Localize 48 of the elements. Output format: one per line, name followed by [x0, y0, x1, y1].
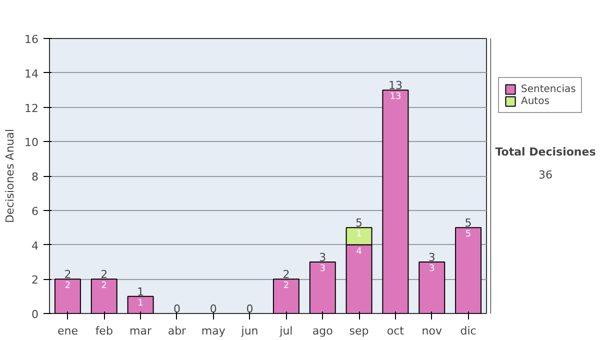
x-tick-label: oct	[386, 324, 405, 338]
data-label: 2	[101, 281, 107, 292]
data-label: 3	[429, 264, 435, 274]
x-tick-label: ago	[312, 324, 334, 338]
data-label: 3	[320, 264, 326, 274]
data-label: 2	[64, 281, 71, 292]
legend-label: Autos	[521, 96, 550, 106]
total-label: 13	[388, 79, 402, 92]
total-label: 2	[282, 268, 290, 282]
x-tick-label: abr	[168, 324, 187, 338]
data-label: 5	[465, 230, 472, 240]
data-label: 2	[283, 281, 290, 292]
y-tick-label: 0	[32, 308, 38, 321]
total-label: 5	[464, 216, 472, 230]
y-tick-label: 10	[24, 136, 39, 150]
y-tick-label: 14	[24, 67, 39, 80]
text: 36	[538, 168, 552, 182]
y-axis-title: Decisiones Anual	[4, 128, 17, 224]
y-tick-label: 6	[32, 204, 38, 218]
x-tick-label: dic	[460, 324, 476, 338]
x-tick-label: ene	[57, 324, 78, 338]
x-tick-label: jul	[278, 324, 293, 338]
y-tick-label: 8	[32, 170, 38, 184]
x-tick-label: nov	[422, 324, 442, 338]
total-label: 1	[137, 285, 144, 298]
total-label: 3	[319, 250, 326, 264]
x-tick-label: may	[201, 324, 226, 338]
data-label: 1	[138, 298, 144, 308]
y-tick-label: 4	[32, 239, 38, 252]
total-label: 5	[356, 216, 363, 230]
total-label: 0	[246, 302, 254, 316]
total-label: 3	[428, 250, 436, 264]
x-tick-label: mar	[130, 324, 152, 338]
total-label: 0	[210, 302, 217, 316]
total-label: 0	[173, 302, 180, 316]
y-tick-label: 12	[24, 102, 39, 115]
x-tick-label: jun	[240, 324, 258, 338]
text: Total Decisiones	[495, 146, 596, 158]
y-tick-label: 16	[24, 33, 39, 46]
x-tick-label: sep	[349, 324, 369, 338]
data-label: 1	[356, 230, 362, 240]
data-label: 4	[356, 246, 362, 257]
total-label: 2	[64, 268, 72, 282]
total-label: 2	[100, 268, 108, 282]
legend-label: Sentencias	[521, 84, 576, 94]
x-tick-label: feb	[95, 324, 113, 338]
data-label: 13	[390, 92, 402, 102]
y-tick-label: 2	[32, 274, 38, 287]
